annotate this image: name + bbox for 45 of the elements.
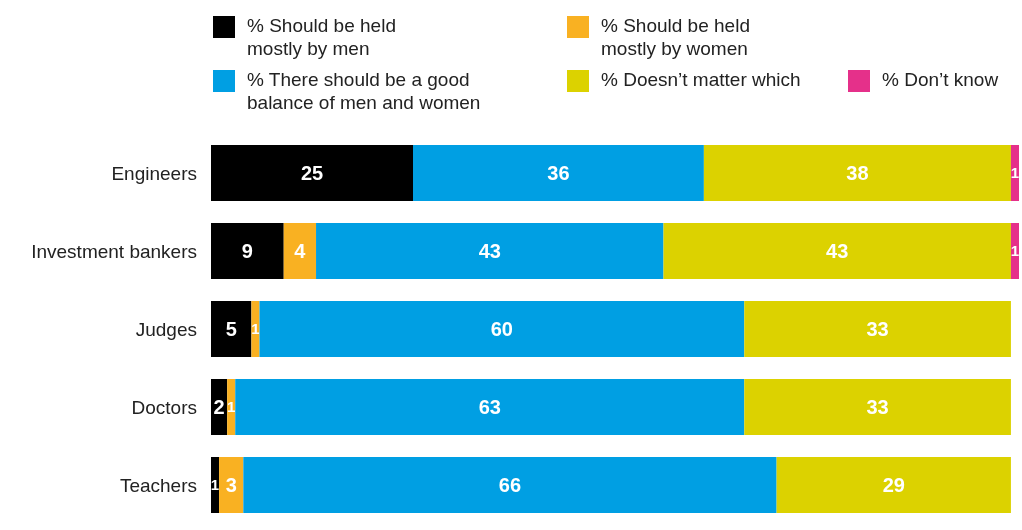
data-label: 5 — [225, 318, 237, 340]
bar — [219, 457, 244, 513]
data-label: 43 — [478, 240, 501, 262]
bar — [663, 223, 1011, 279]
data-label: 36 — [547, 162, 570, 184]
data-label: 33 — [866, 318, 889, 340]
bar — [211, 145, 413, 201]
bar — [211, 223, 284, 279]
y-tick-label: Investment bankers — [31, 240, 197, 262]
data-label: 38 — [846, 162, 869, 184]
data-label: 9 — [241, 240, 253, 262]
bar — [744, 301, 1011, 357]
data-label: 43 — [826, 240, 849, 262]
bar — [316, 223, 664, 279]
legend-label: % Doesn’t matter which — [601, 69, 801, 90]
legend-label: % Should be held mostly by women — [601, 15, 750, 59]
data-label: 1 — [227, 398, 236, 416]
legend-label: % Don’t know — [882, 69, 999, 90]
bar — [211, 301, 252, 357]
data-label: 60 — [490, 318, 514, 340]
data-label: 1 — [1010, 164, 1020, 182]
y-tick-label: Judges — [135, 318, 197, 340]
data-label: 33 — [866, 396, 889, 418]
data-label: 3 — [225, 474, 237, 496]
bar — [259, 301, 745, 357]
y-tick-label: Teachers — [119, 474, 197, 496]
bar — [283, 223, 317, 279]
bar — [413, 145, 704, 201]
data-label: 25 — [300, 162, 324, 184]
y-tick-label: Engineers — [111, 162, 197, 184]
bar — [243, 457, 777, 513]
bar — [703, 145, 1011, 201]
bar — [776, 457, 1011, 513]
data-label: 66 — [498, 474, 522, 496]
data-label: 4 — [294, 240, 307, 262]
bar — [235, 379, 745, 435]
bar — [744, 379, 1011, 435]
data-label: 2 — [213, 396, 225, 418]
data-label: 29 — [882, 474, 905, 496]
legend-label: % Should be held mostly by men — [247, 15, 396, 59]
legend-label: % There should be a good balance of men and women — [247, 69, 481, 113]
data-label: 1 — [1010, 242, 1020, 260]
y-tick-label: Doctors — [131, 396, 197, 418]
data-label: 1 — [210, 476, 220, 494]
data-label: 63 — [478, 396, 501, 418]
